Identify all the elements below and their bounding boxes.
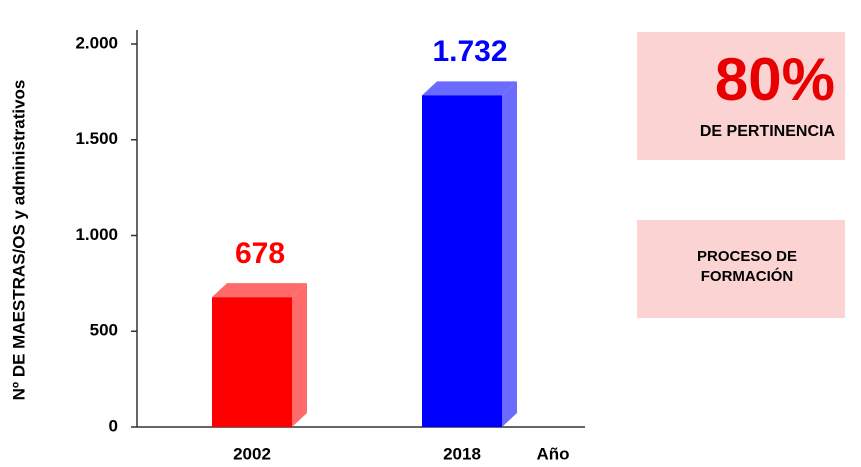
- y-tick-label: 500: [90, 321, 118, 340]
- value-label: 678: [235, 237, 285, 270]
- process-box: [637, 220, 845, 318]
- y-tick-label: 1.500: [75, 129, 118, 148]
- process-text: PROCESO DE FORMACIÓN: [696, 248, 798, 285]
- y-tick-label: 2.000: [75, 33, 118, 52]
- bar: [422, 81, 517, 428]
- value-label: 1.732: [432, 35, 507, 68]
- bar-side: [502, 81, 517, 428]
- bar-top: [212, 283, 307, 298]
- x-axis-label: Año: [536, 444, 569, 463]
- process-wrap: PROCESO DE FORMACIÓN: [696, 248, 798, 285]
- bar-side: [292, 283, 307, 427]
- percent-box: [637, 32, 845, 160]
- bar-front: [212, 297, 292, 427]
- x-tick-label: 2002: [233, 444, 271, 463]
- y-tick-label: 1.000: [75, 225, 118, 244]
- bar: [212, 283, 307, 427]
- bar-top: [422, 81, 517, 96]
- y-tick-label: 0: [109, 416, 118, 435]
- percent-value: 80%: [715, 46, 835, 113]
- bar-front: [422, 95, 502, 428]
- y-axis-label: Nº DE MAESTRAS/OS y administrativos: [9, 80, 28, 401]
- percent-caption: DE PERTINENCIA: [700, 123, 836, 140]
- x-tick-label: 2018: [443, 444, 481, 463]
